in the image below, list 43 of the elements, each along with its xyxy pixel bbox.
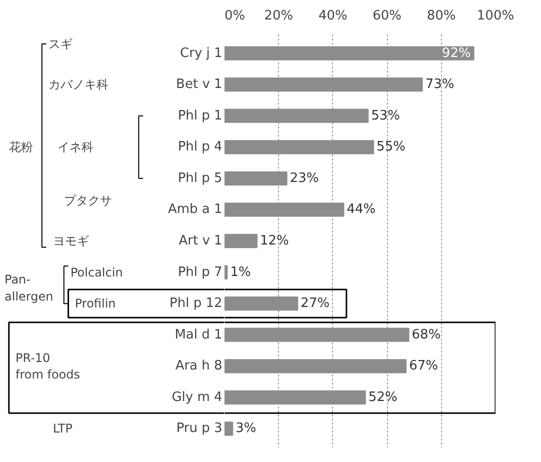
- y-tick-label: Cry j 1: [180, 46, 222, 61]
- text: LTP: [52, 422, 73, 436]
- y-tick-label: Phl p 4: [178, 140, 222, 155]
- text: Pan- allergen: [4, 272, 54, 304]
- y-tick-label: Ara h 8: [175, 358, 222, 374]
- text: Profilin: [74, 296, 116, 311]
- y-tick-label: Phl p 7: [178, 264, 222, 280]
- x-tick-label: 40%: [318, 8, 348, 24]
- data-label: 23%: [290, 170, 319, 186]
- data-label: 67%: [409, 358, 438, 374]
- data-label: 1%: [230, 264, 251, 280]
- data-label: 55%: [376, 140, 406, 155]
- data-label: 53%: [371, 108, 400, 124]
- text: PR-10 from foods: [16, 350, 80, 382]
- x-tick-label: 20%: [264, 8, 294, 24]
- data-label: 3%: [236, 421, 256, 436]
- y-tick-label: Art v 1: [178, 234, 222, 248]
- data-label: 52%: [368, 390, 398, 405]
- data-label: 73%: [425, 77, 454, 92]
- text: スギ: [48, 36, 72, 51]
- y-tick-label: Mal d 1: [174, 327, 222, 342]
- text: Polcalcin: [70, 265, 123, 280]
- y-tick-label: Bet v 1: [176, 77, 222, 92]
- data-label: 92%: [442, 46, 471, 61]
- y-tick-label: Amb a 1: [168, 202, 222, 218]
- data-label: 68%: [412, 327, 441, 342]
- data-label: 12%: [260, 234, 289, 248]
- y-tick-label: Phl p 5: [178, 170, 222, 186]
- x-tick-label: 100%: [476, 8, 514, 24]
- x-tick-label: 60%: [372, 8, 402, 24]
- y-tick-label: Phl p 12: [170, 296, 222, 312]
- data-label: 27%: [300, 296, 330, 312]
- text: イネ科: [57, 140, 94, 154]
- y-tick-label: Phl p 1: [178, 108, 222, 124]
- text: ブタクサ: [64, 193, 112, 208]
- text: カバノキ科: [48, 78, 108, 92]
- text: ヨモギ: [52, 234, 89, 248]
- x-tick-label: 80%: [426, 8, 456, 24]
- y-tick-label: Pru p 3: [176, 421, 222, 436]
- y-tick-label: Gly m 4: [172, 390, 222, 405]
- x-tick-label: 0%: [224, 8, 246, 24]
- text: 花粉: [8, 140, 33, 154]
- data-label: 44%: [346, 202, 376, 218]
